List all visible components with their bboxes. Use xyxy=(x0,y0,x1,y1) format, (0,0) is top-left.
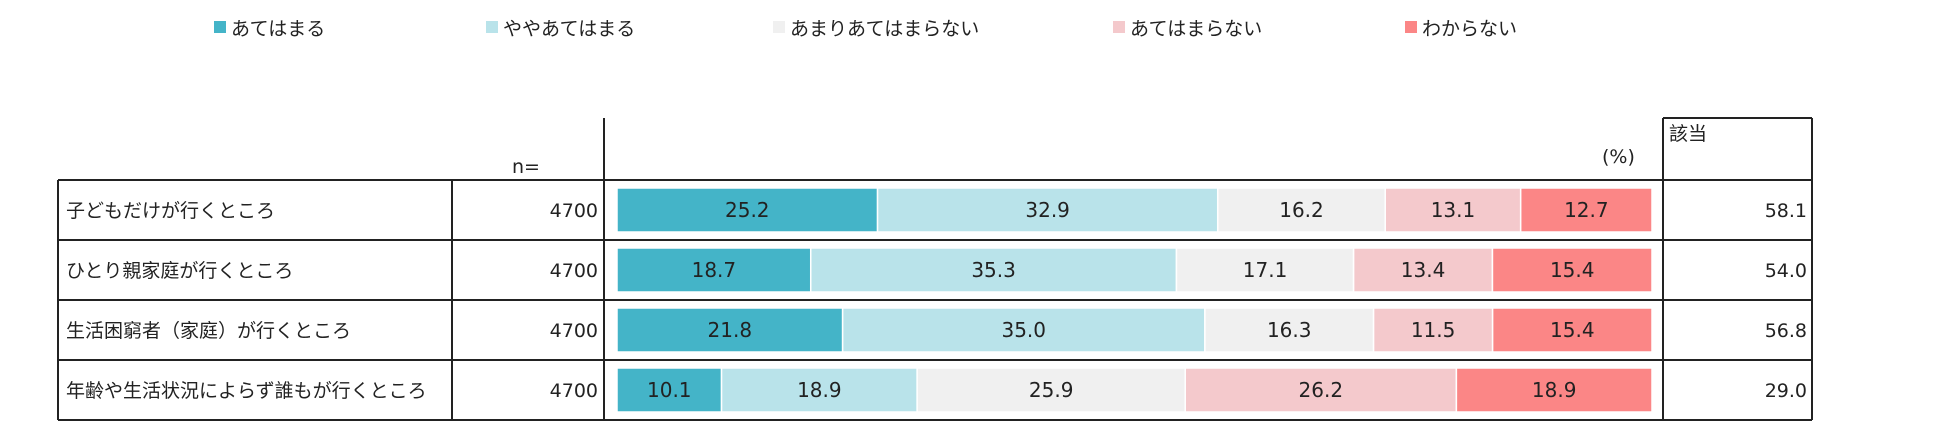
legend-item-wakaranai: わからない xyxy=(1405,12,1517,42)
bar-segment xyxy=(616,187,879,233)
bar-segment xyxy=(1491,307,1653,353)
gaito-value: 56.8 xyxy=(1765,320,1807,342)
gaito-value: 54.0 xyxy=(1765,260,1807,282)
bar-segment xyxy=(1216,187,1386,233)
data-label: 10.1 xyxy=(647,378,692,402)
gaito-value: 58.1 xyxy=(1765,200,1807,222)
n-value: 4700 xyxy=(550,380,598,402)
bar-segment xyxy=(1184,367,1458,413)
legend-label: あてはまる xyxy=(231,17,326,40)
bar-segment xyxy=(1175,247,1355,293)
data-label: 35.3 xyxy=(971,258,1016,282)
data-label: 25.9 xyxy=(1029,378,1074,402)
data-label: 13.1 xyxy=(1431,198,1476,222)
data-label: 18.9 xyxy=(1532,378,1577,402)
legend-label: あまりあてはまらない xyxy=(790,17,980,40)
data-label: 11.5 xyxy=(1411,318,1456,342)
unit-label: (%) xyxy=(1602,146,1635,168)
legend-swatch xyxy=(773,21,785,33)
category-label: 子どもだけが行くところ xyxy=(66,200,275,222)
legend-label: ややあてはまる xyxy=(503,17,636,40)
bar-segment xyxy=(1372,307,1494,353)
legend-item-atehamaru: あてはまる xyxy=(214,12,325,42)
data-label: 15.4 xyxy=(1550,318,1595,342)
data-label: 15.4 xyxy=(1550,258,1595,282)
bar-segment xyxy=(720,367,918,413)
bar-segment xyxy=(1455,367,1653,413)
chart-row: ひとり親家庭が行くところ 4700 18.7 35.3 17.1 13.4 15.4 54.0 xyxy=(66,247,1807,293)
bar-segment xyxy=(1519,187,1653,233)
legend-item-yaya-atehamaru: ややあてはまる xyxy=(486,12,635,42)
data-label: 12.7 xyxy=(1564,198,1609,222)
bar-segment xyxy=(1491,247,1653,293)
n-value: 4700 xyxy=(550,320,598,342)
n-value: 4700 xyxy=(550,260,598,282)
bar-segment xyxy=(841,307,1206,353)
legend-swatch xyxy=(1405,21,1417,33)
data-label: 32.9 xyxy=(1025,198,1070,222)
bar-segment xyxy=(616,307,844,353)
bar-segment xyxy=(616,247,812,293)
n-value: 4700 xyxy=(550,200,598,222)
bar-segment xyxy=(616,367,723,413)
data-label: 26.2 xyxy=(1299,378,1344,402)
data-label: 17.1 xyxy=(1243,258,1288,282)
legend-swatch xyxy=(214,21,226,33)
data-label: 25.2 xyxy=(725,198,770,222)
data-label: 18.7 xyxy=(692,258,737,282)
data-label: 35.0 xyxy=(1001,318,1046,342)
category-label: ひとり親家庭が行くところ xyxy=(66,260,293,282)
bar-segment xyxy=(1384,187,1522,233)
chart-row: 年齢や生活状況によらず誰もが行くところ 4700 10.1 18.9 25.9 26.2 1… xyxy=(66,367,1807,413)
legend-item-atehamaranai: あてはまらない xyxy=(1113,12,1262,42)
data-label: 16.2 xyxy=(1279,198,1324,222)
chart-rows: 子どもだけが行くところ 4700 25.2 32.9 16.2 13.1 12.7 58.1 ひ… xyxy=(66,187,1807,413)
data-label: 18.9 xyxy=(797,378,842,402)
n-header: n= xyxy=(512,156,540,178)
legend-label: わからない xyxy=(1422,17,1518,40)
legend-swatch xyxy=(1113,21,1125,33)
bar-segment xyxy=(876,187,1219,233)
data-label: 13.4 xyxy=(1401,258,1446,282)
category-label: 生活困窮者（家庭）が行くところ xyxy=(66,320,351,342)
gaito-value: 29.0 xyxy=(1765,380,1807,402)
data-label: 16.3 xyxy=(1267,318,1312,342)
legend-item-amari-atehamaranai: あまりあてはまらない xyxy=(773,12,979,42)
table-grid xyxy=(57,117,1813,421)
gaito-header: 該当 xyxy=(1669,123,1707,145)
category-label: 年齢や生活状況によらず誰もが行くところ xyxy=(66,380,427,402)
chart-row: 生活困窮者（家庭）が行くところ 4700 21.8 35.0 16.3 11.5 15.4 5… xyxy=(66,307,1807,353)
legend: あてはまる ややあてはまる あまりあてはまらない あてはまらない わからない xyxy=(0,12,1950,42)
data-label: 21.8 xyxy=(708,318,753,342)
chart-row: 子どもだけが行くところ 4700 25.2 32.9 16.2 13.1 12.7 58.1 xyxy=(66,187,1807,233)
legend-swatch xyxy=(486,21,498,33)
legend-label: あてはまらない xyxy=(1130,17,1263,40)
